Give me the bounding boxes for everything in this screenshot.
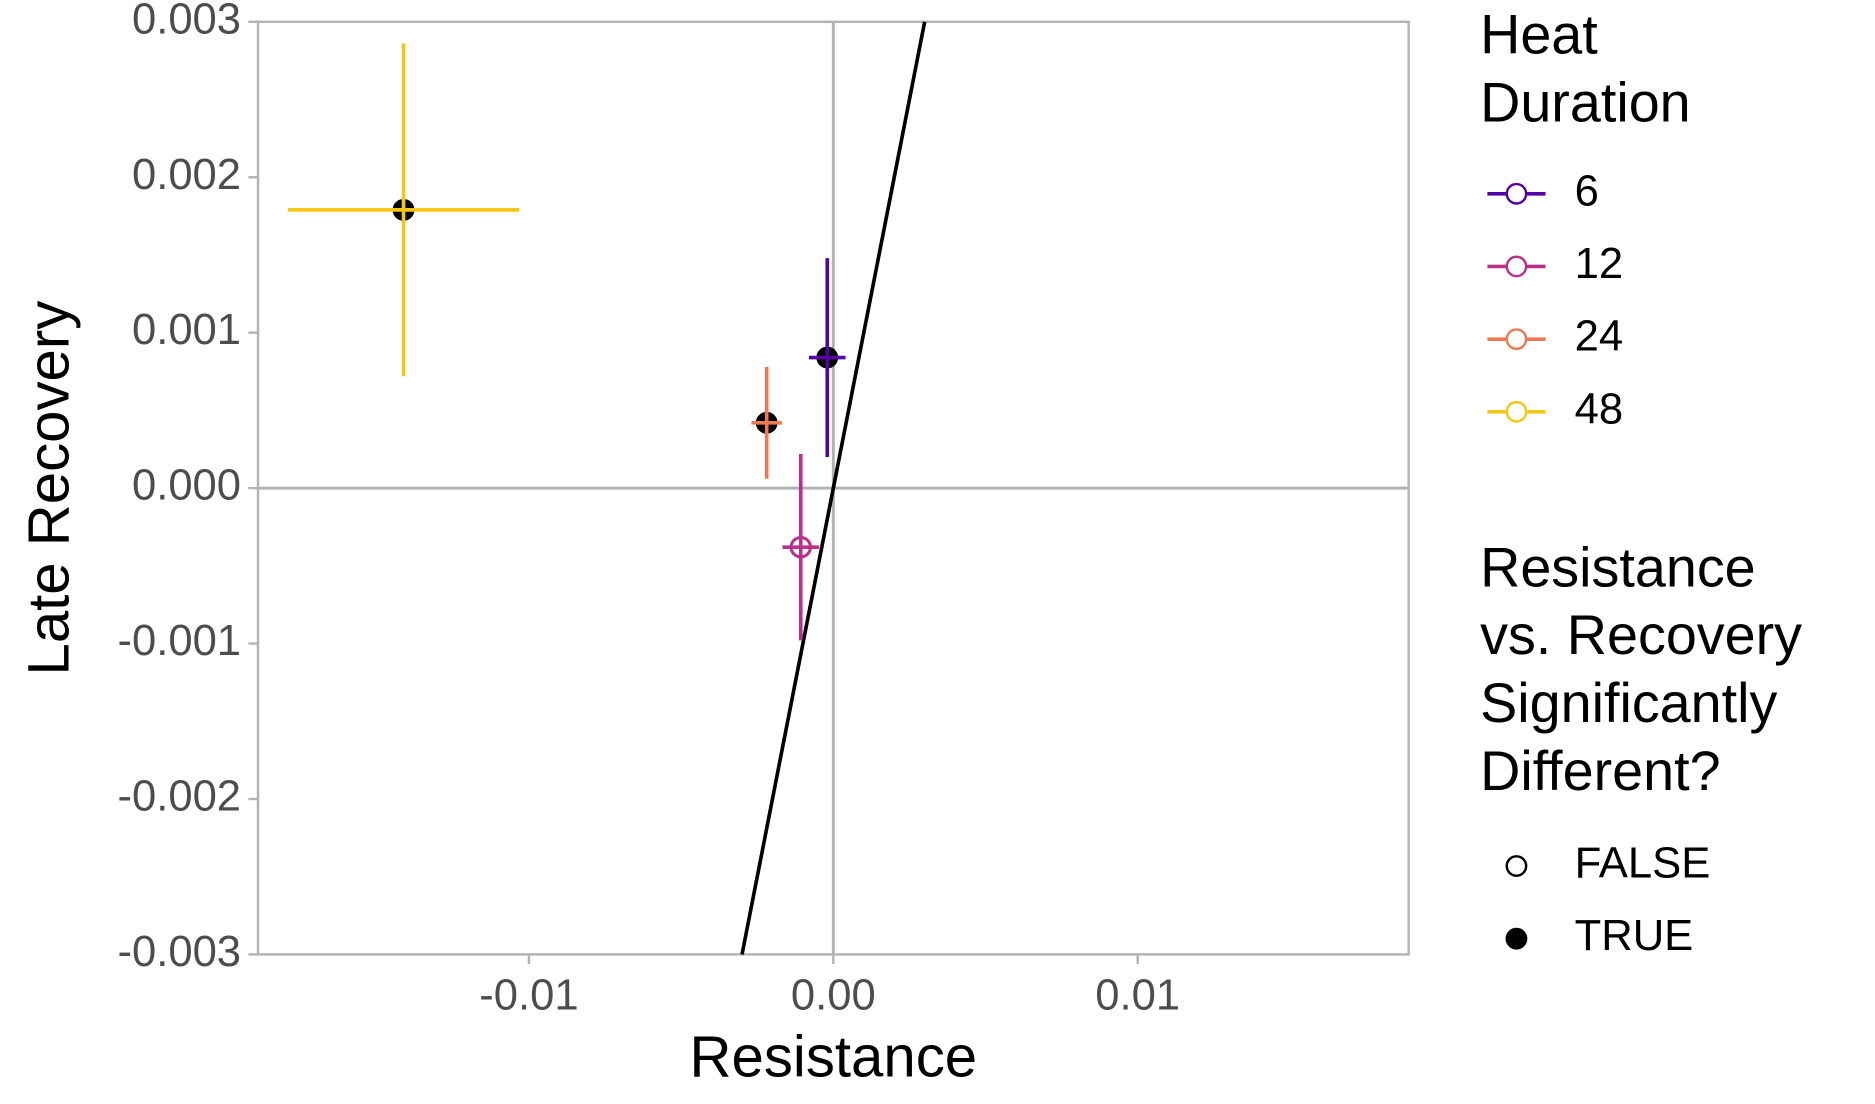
legend-label: 12 <box>1575 240 1623 288</box>
legend-key-point <box>1505 400 1528 423</box>
y-tick-label: -0.003 <box>117 928 241 976</box>
y-tick-label: -0.001 <box>117 617 241 665</box>
legend-label: 24 <box>1575 313 1623 361</box>
legend-label: 6 <box>1575 167 1599 215</box>
x-axis-title: Resistance <box>690 1024 978 1089</box>
legend-title: Duration <box>1480 71 1691 133</box>
reference-line <box>740 21 927 955</box>
y-tick-label: -0.002 <box>117 772 241 820</box>
legend-title: Different? <box>1480 740 1720 802</box>
y-axis-title: Late Recovery <box>17 301 82 676</box>
legend-title: vs. Recovery <box>1480 604 1802 666</box>
legend-key-point <box>1505 255 1528 278</box>
y-tick-label: 0.000 <box>132 462 241 510</box>
y-tick-label: 0.003 <box>132 0 241 43</box>
legend-label: FALSE <box>1575 840 1711 888</box>
x-tick-label: -0.01 <box>479 972 578 1020</box>
y-tick-label: 0.001 <box>132 306 241 354</box>
legend-title: Resistance <box>1480 536 1756 598</box>
x-tick-label: 0.00 <box>791 972 876 1020</box>
legend-label: 48 <box>1575 385 1623 433</box>
legend-label: TRUE <box>1575 912 1694 960</box>
x-tick-label: 0.01 <box>1095 972 1180 1020</box>
legend-key-shape <box>1505 927 1528 950</box>
legend-title: Heat <box>1480 3 1598 65</box>
legend-key-point <box>1505 182 1528 205</box>
legend-key-point <box>1505 328 1528 351</box>
legend-key-shape <box>1505 855 1528 877</box>
y-tick-label: 0.002 <box>132 151 241 199</box>
legend-title: Significantly <box>1480 672 1777 734</box>
